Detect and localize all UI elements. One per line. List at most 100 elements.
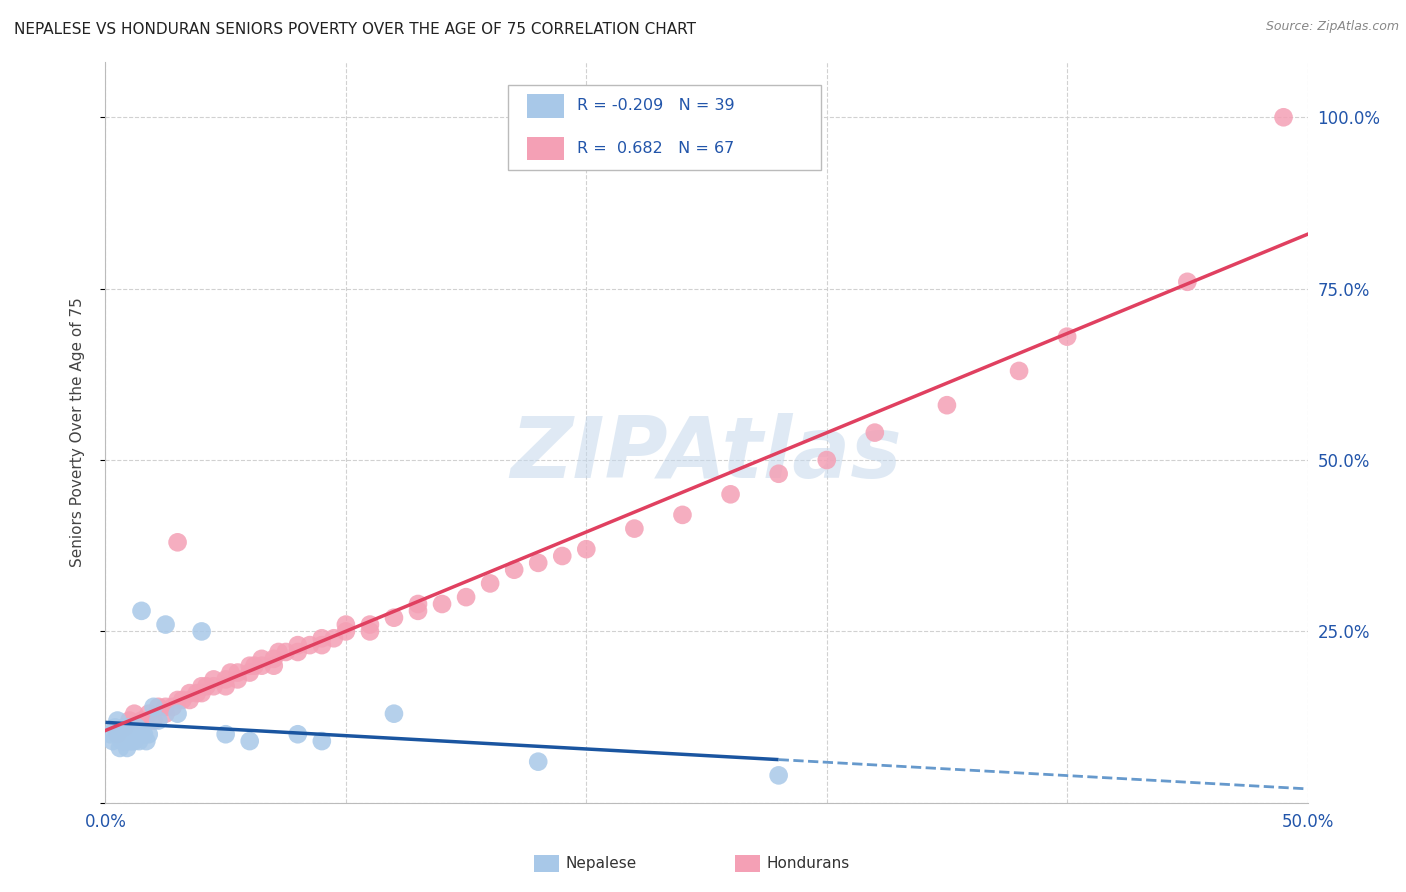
- Text: Hondurans: Hondurans: [768, 856, 851, 871]
- Point: [226, 673, 249, 687]
- Point: [121, 734, 143, 748]
- Point: [274, 645, 297, 659]
- Point: [768, 768, 790, 782]
- Point: [172, 693, 194, 707]
- Point: [124, 706, 146, 721]
- Point: [322, 632, 344, 646]
- Point: [936, 398, 959, 412]
- Point: [118, 720, 141, 734]
- Point: [190, 624, 212, 639]
- Point: [107, 727, 129, 741]
- Point: [142, 714, 165, 728]
- Point: [125, 720, 148, 734]
- Point: [406, 597, 429, 611]
- Point: [1175, 275, 1198, 289]
- Point: [671, 508, 693, 522]
- Point: [250, 652, 273, 666]
- Point: [287, 645, 309, 659]
- Point: [479, 576, 502, 591]
- Point: [214, 673, 236, 687]
- Point: [166, 706, 188, 721]
- Point: [214, 727, 236, 741]
- Point: [287, 727, 309, 741]
- Point: [111, 734, 134, 748]
- Point: [132, 727, 155, 741]
- Point: [263, 658, 285, 673]
- Point: [195, 679, 218, 693]
- Point: [267, 645, 290, 659]
- Point: [406, 604, 429, 618]
- Point: [108, 741, 131, 756]
- Point: [243, 658, 266, 673]
- Text: Nepalese: Nepalese: [567, 856, 637, 871]
- Point: [454, 590, 477, 604]
- Point: [202, 673, 225, 687]
- Point: [124, 734, 146, 748]
- Point: [359, 624, 381, 639]
- Point: [179, 686, 201, 700]
- Point: [118, 714, 141, 728]
- Point: [98, 727, 121, 741]
- Point: [107, 727, 129, 741]
- Point: [335, 624, 357, 639]
- Point: [166, 535, 188, 549]
- Text: R = -0.209   N = 39: R = -0.209 N = 39: [576, 98, 734, 113]
- Point: [148, 699, 170, 714]
- Point: [111, 727, 134, 741]
- Point: [118, 734, 141, 748]
- Point: [107, 714, 129, 728]
- Point: [155, 699, 177, 714]
- Point: [623, 522, 645, 536]
- Point: [162, 699, 184, 714]
- Point: [190, 679, 212, 693]
- Point: [768, 467, 790, 481]
- Point: [214, 679, 236, 693]
- Point: [311, 638, 333, 652]
- Point: [155, 617, 177, 632]
- Point: [104, 720, 127, 734]
- Point: [239, 665, 262, 680]
- Point: [287, 638, 309, 652]
- Point: [311, 632, 333, 646]
- Point: [250, 658, 273, 673]
- Point: [166, 693, 188, 707]
- Y-axis label: Seniors Poverty Over the Age of 75: Seniors Poverty Over the Age of 75: [70, 298, 84, 567]
- Point: [1008, 364, 1031, 378]
- Point: [298, 638, 321, 652]
- Point: [142, 699, 165, 714]
- Point: [503, 563, 526, 577]
- Point: [720, 487, 742, 501]
- Point: [131, 727, 153, 741]
- Point: [101, 734, 124, 748]
- Point: [1056, 329, 1078, 343]
- Point: [114, 720, 136, 734]
- Point: [186, 686, 208, 700]
- Point: [135, 734, 157, 748]
- Point: [125, 727, 148, 741]
- Point: [219, 665, 242, 680]
- Point: [430, 597, 453, 611]
- Point: [551, 549, 574, 563]
- Point: [114, 734, 136, 748]
- Point: [239, 658, 262, 673]
- Point: [575, 542, 598, 557]
- Text: NEPALESE VS HONDURAN SENIORS POVERTY OVER THE AGE OF 75 CORRELATION CHART: NEPALESE VS HONDURAN SENIORS POVERTY OVE…: [14, 22, 696, 37]
- Point: [138, 706, 160, 721]
- Point: [527, 755, 550, 769]
- Point: [148, 714, 170, 728]
- Point: [1272, 110, 1295, 124]
- Point: [239, 734, 262, 748]
- Point: [382, 611, 405, 625]
- Point: [121, 727, 143, 741]
- Point: [335, 617, 357, 632]
- Point: [359, 617, 381, 632]
- Point: [128, 734, 150, 748]
- Text: ZIPAtlas: ZIPAtlas: [510, 413, 903, 496]
- Point: [131, 604, 153, 618]
- Point: [179, 693, 201, 707]
- Point: [527, 556, 550, 570]
- Point: [190, 686, 212, 700]
- Point: [311, 734, 333, 748]
- Point: [226, 665, 249, 680]
- Point: [202, 679, 225, 693]
